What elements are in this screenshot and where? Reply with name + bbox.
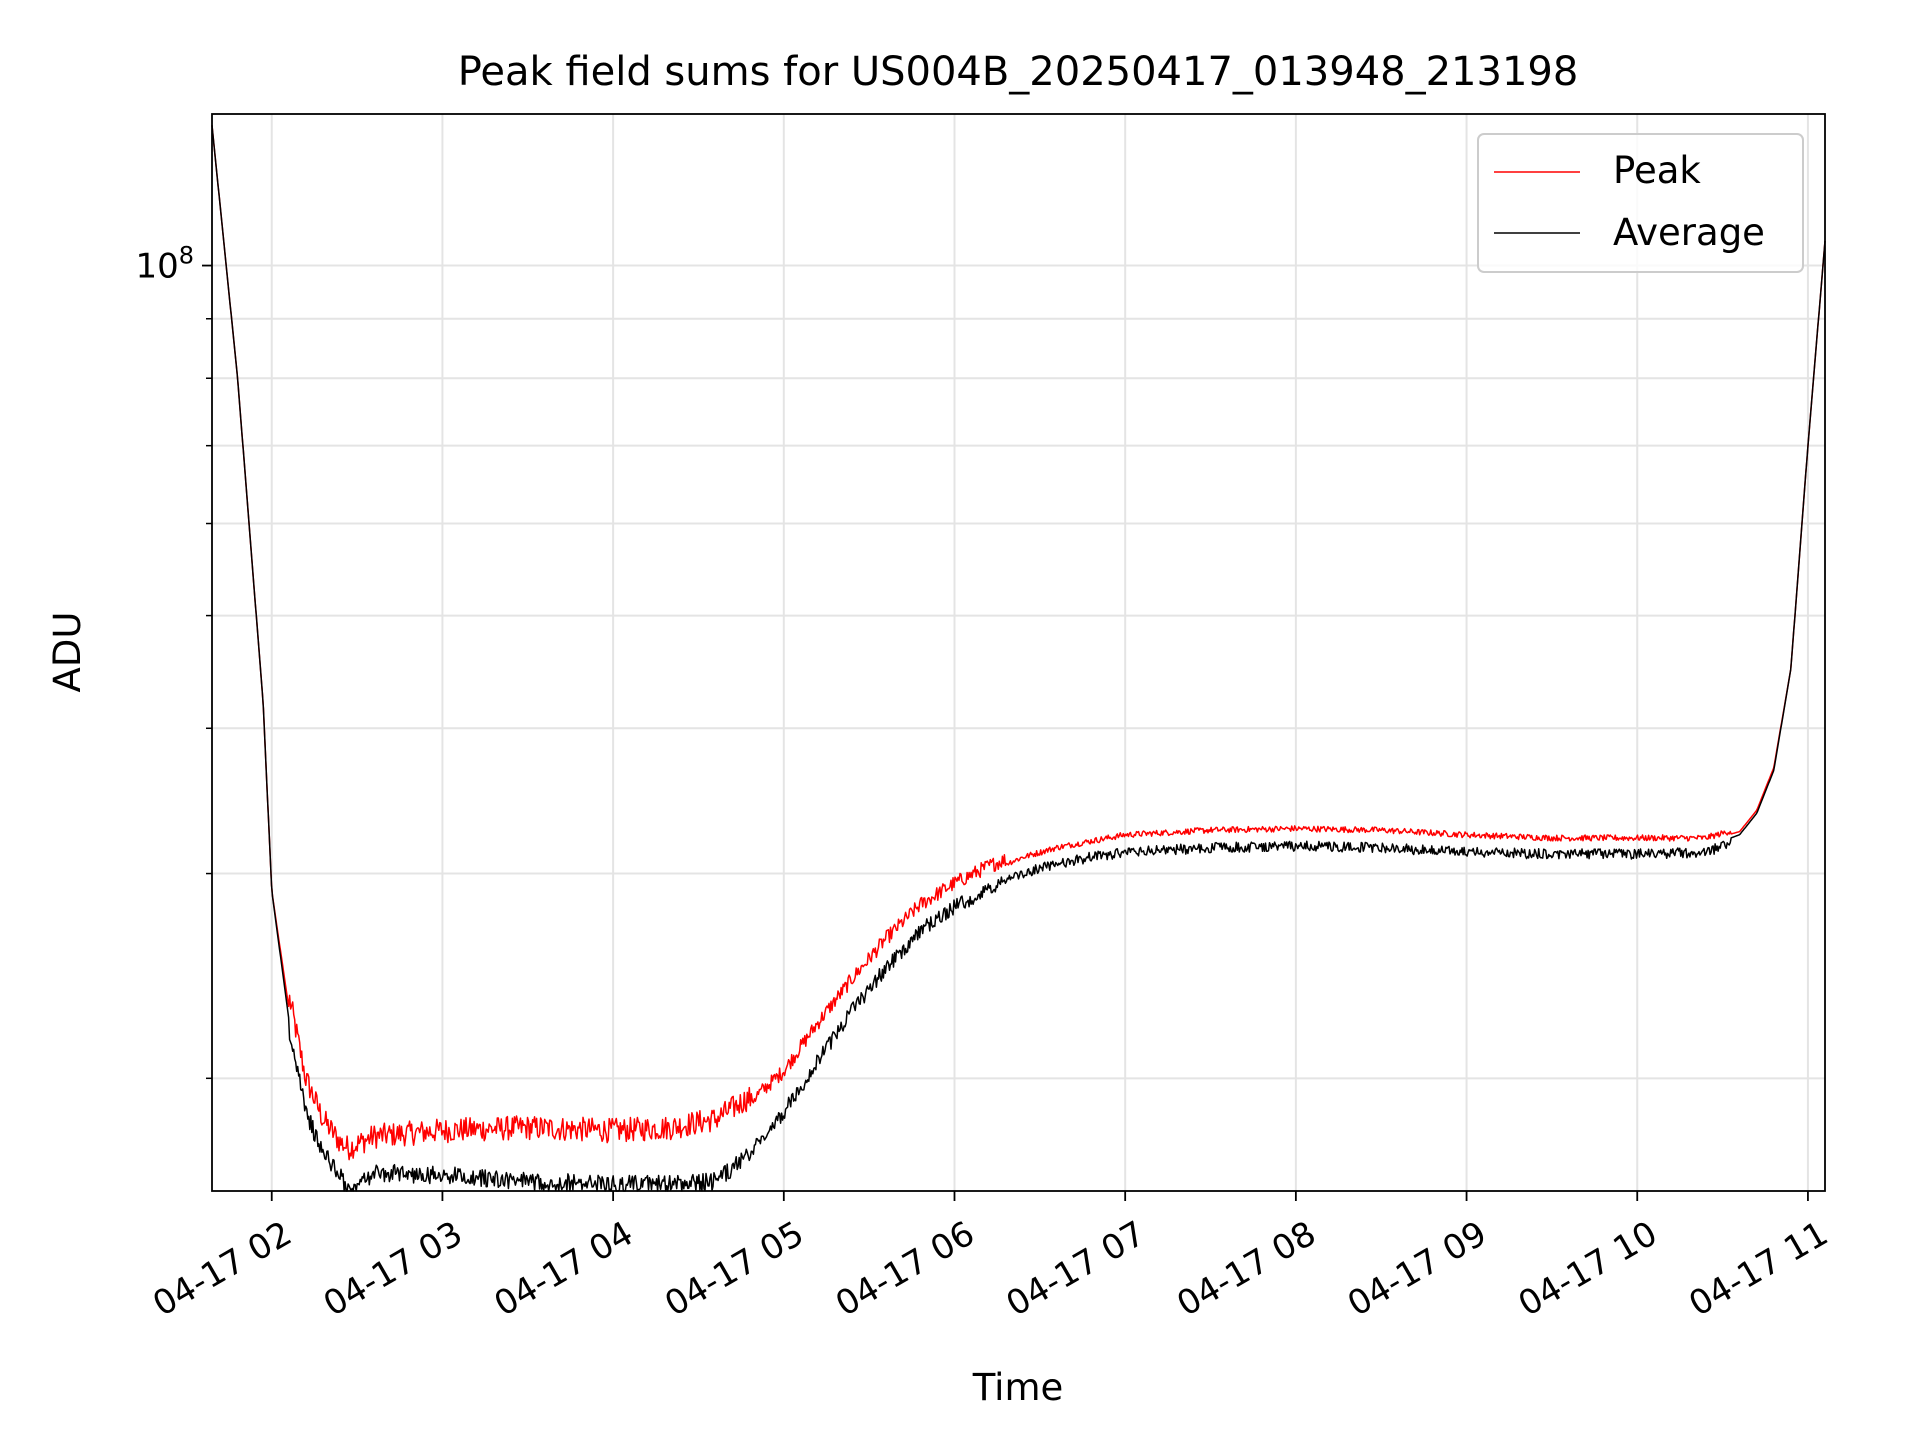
legend: Peak Average — [1477, 133, 1804, 273]
legend-label-average: Average — [1613, 211, 1765, 254]
y-axis-label: ADU — [46, 612, 89, 693]
y-tick-label: 108 — [135, 242, 194, 287]
legend-box — [1477, 133, 1804, 273]
series-line-average — [211, 125, 1826, 1192]
chart-title: Peak field sums for US004B_20250417_0139… — [458, 49, 1579, 95]
plot-frame — [211, 113, 1826, 1192]
grid — [212, 114, 1825, 1191]
legend-label-peak: Peak — [1613, 149, 1701, 192]
x-axis-label: Time — [972, 1366, 1064, 1409]
series-line-peak — [211, 125, 1826, 1161]
plot-series — [211, 125, 1826, 1192]
